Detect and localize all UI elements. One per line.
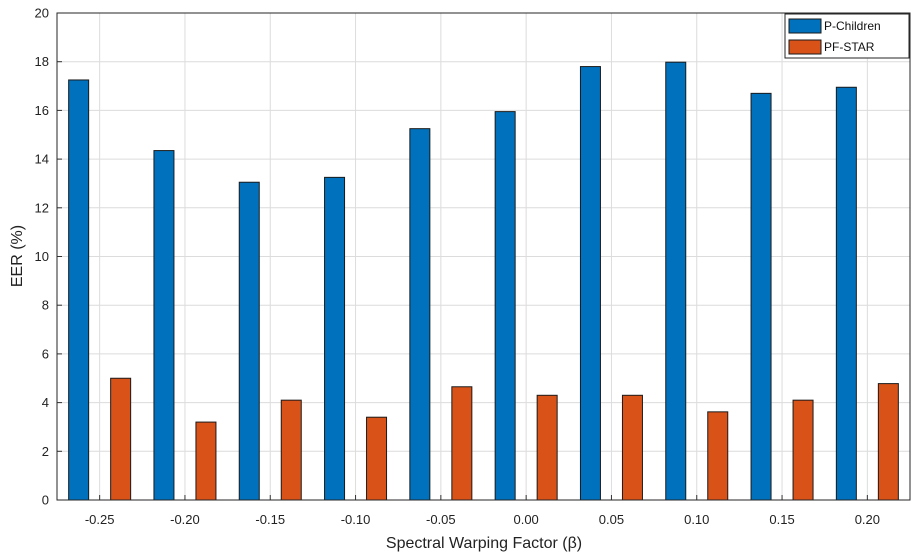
bar-pf-star-2: [280, 399, 302, 501]
bar-pf-star-4: [451, 386, 473, 501]
y-tick-label: 20: [35, 6, 49, 21]
legend: P-Children PF-STAR: [784, 13, 910, 59]
y-axis-title: EER (%): [9, 225, 26, 287]
bar-pf-star-1: [195, 421, 217, 501]
y-tick-label: 8: [42, 298, 49, 313]
y-tick-label: 14: [35, 152, 49, 167]
x-axis-title: Spectral Warping Factor (β): [386, 535, 582, 552]
y-tick-label: 0: [42, 493, 49, 508]
y-tick-label: 4: [42, 395, 49, 410]
y-tick-label: 6: [42, 346, 49, 361]
bar-p-children-7: [665, 61, 687, 501]
bar-p-children-1: [153, 150, 175, 501]
x-tick-label: 0.05: [599, 512, 624, 527]
bar-pf-star-6: [621, 394, 643, 501]
bar-pf-star-7: [707, 411, 729, 501]
bar-p-children-4: [409, 128, 431, 501]
legend-label: PF-STAR: [824, 40, 875, 54]
x-tick-label: 0.20: [855, 512, 880, 527]
x-tick-label: -0.20: [170, 512, 200, 527]
x-tick-label: 0.00: [513, 512, 538, 527]
bar-pf-star-9: [877, 383, 899, 501]
y-tick-label: 18: [35, 54, 49, 69]
grid-lines: [57, 12, 910, 501]
bar-p-children-3: [324, 176, 346, 501]
x-tick-label: -0.10: [341, 512, 371, 527]
x-tick-label: -0.25: [85, 512, 115, 527]
bar-p-children-2: [238, 181, 260, 501]
y-tick-label: 12: [35, 200, 49, 215]
y-tick-label: 10: [35, 249, 49, 264]
bar-p-children-0: [68, 79, 90, 501]
x-tick-label: -0.15: [255, 512, 285, 527]
axes: 0 2 4 6 8 10 12 14 16 18 20 -0.25 -0.20 -0.15 -0.10 -0.…: [35, 6, 911, 527]
x-tick-label: 0.10: [684, 512, 709, 527]
bars: [68, 61, 899, 501]
bar-p-children-9: [835, 86, 857, 501]
plot-frame: [56, 12, 911, 501]
bar-pf-star-3: [366, 416, 388, 501]
legend-swatch: [788, 39, 822, 55]
bar-pf-star-0: [110, 377, 132, 501]
legend-swatch: [788, 18, 822, 34]
bar-p-children-6: [579, 66, 601, 501]
y-tick-label: 16: [35, 103, 49, 118]
bar-p-children-8: [750, 92, 772, 501]
bar-p-children-5: [494, 111, 516, 501]
bar-pf-star-5: [536, 394, 558, 501]
bar-pf-star-8: [792, 399, 814, 501]
x-tick-label: -0.05: [426, 512, 456, 527]
x-tick-label: 0.15: [769, 512, 794, 527]
legend-label: P-Children: [824, 19, 881, 33]
y-tick-label: 2: [42, 444, 49, 459]
